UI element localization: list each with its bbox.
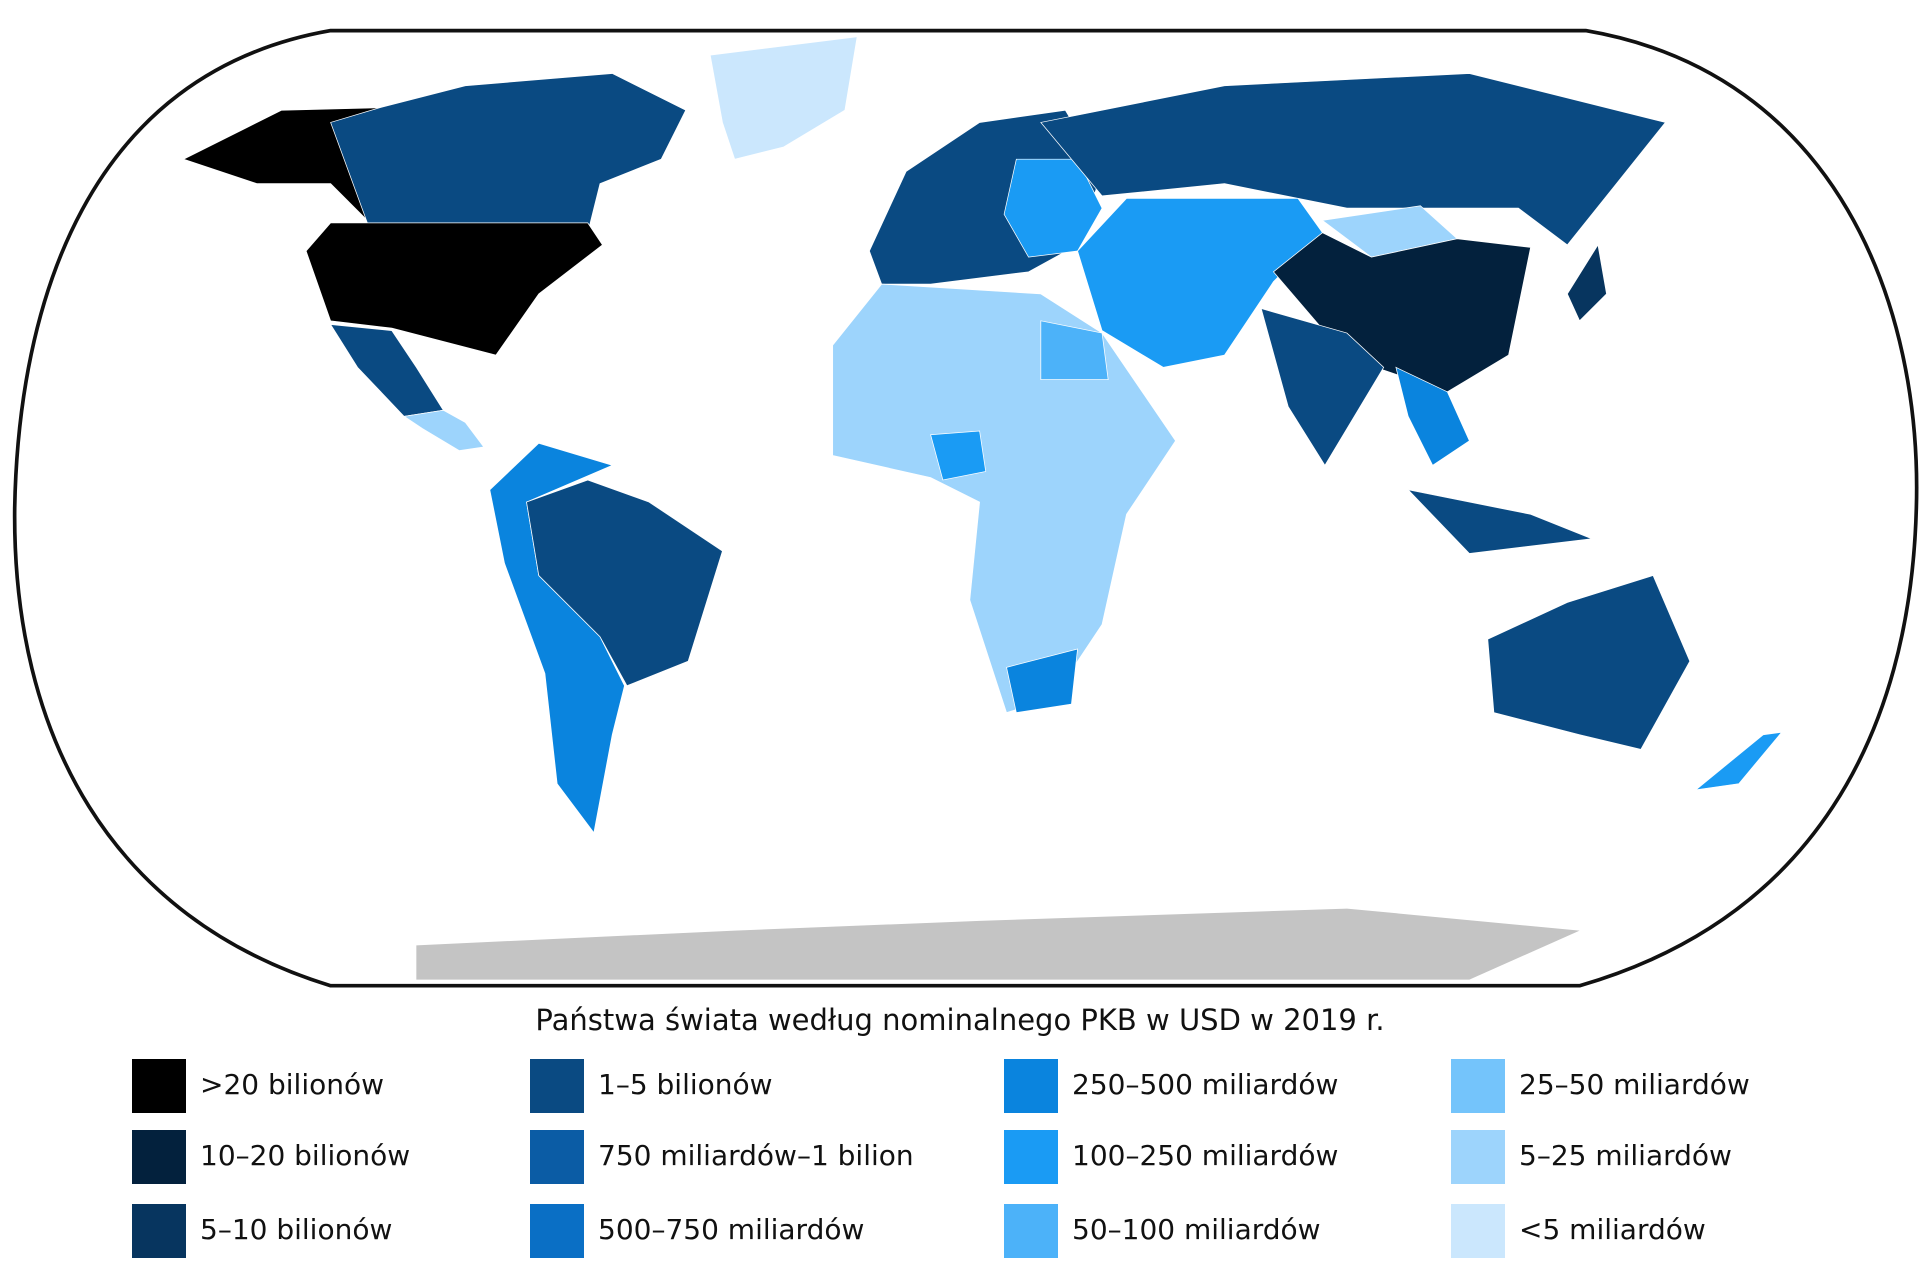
legend-label: 500–750 miliardów: [598, 1213, 864, 1246]
legend-label: 100–250 miliardów: [1072, 1139, 1338, 1172]
brazil: [526, 479, 723, 687]
north-africa: [832, 283, 1176, 714]
central-america: [403, 409, 485, 451]
legend-swatch: [1004, 1059, 1058, 1113]
russia: [1040, 73, 1666, 246]
world-map: [12, 28, 1919, 988]
legend-label: 750 miliardów–1 bilion: [598, 1139, 914, 1172]
legend-label: >20 bilionów: [200, 1068, 384, 1101]
legend-label: 25–50 miliardów: [1519, 1068, 1750, 1101]
legend-swatch: [1004, 1204, 1058, 1258]
legend-swatch: [530, 1059, 584, 1113]
new-zealand: [1694, 731, 1783, 791]
legend-swatch: [1451, 1204, 1505, 1258]
legend-label: <5 miliardów: [1519, 1213, 1706, 1246]
legend-label: 5–10 bilionów: [200, 1213, 392, 1246]
south-america: [489, 442, 625, 834]
legend-label: 50–100 miliardów: [1072, 1213, 1321, 1246]
indonesia: [1407, 489, 1592, 554]
india: [1260, 308, 1385, 467]
legend-label: 10–20 bilionów: [200, 1139, 410, 1172]
legend-swatch: [132, 1130, 186, 1184]
map-title: Państwa świata według nominalnego PKB w …: [535, 1003, 1384, 1037]
japan: [1566, 243, 1607, 322]
usa: [305, 222, 603, 356]
greenland: [709, 36, 858, 160]
legend-swatch: [1451, 1059, 1505, 1113]
legend-swatch: [530, 1130, 584, 1184]
south-africa: [1006, 648, 1078, 714]
legend-label: 250–500 miliardów: [1072, 1068, 1338, 1101]
legend-label: 5–25 miliardów: [1519, 1139, 1732, 1172]
legend-label: 1–5 bilionów: [598, 1068, 773, 1101]
legend-swatch: [132, 1204, 186, 1258]
legend: >20 bilionów 10–20 bilionów 5–10 bilionów 1…: [132, 1059, 1750, 1258]
legend-swatch: [530, 1204, 584, 1258]
legend-swatch: [132, 1059, 186, 1113]
central-asia: [1077, 198, 1323, 368]
egypt: [1040, 320, 1109, 380]
antarctica: [416, 908, 1580, 980]
southeast-asia: [1395, 366, 1470, 466]
nigeria: [930, 430, 987, 481]
australia: [1487, 575, 1691, 750]
legend-swatch: [1004, 1130, 1058, 1184]
legend-swatch: [1451, 1130, 1505, 1184]
